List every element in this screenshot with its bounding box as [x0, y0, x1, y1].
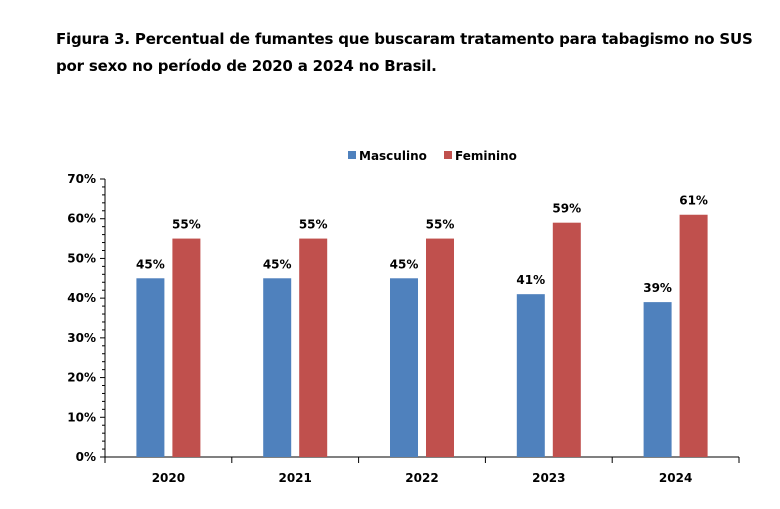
- x-tick-label: 2020: [152, 471, 185, 485]
- data-label: 45%: [136, 257, 165, 271]
- x-tick-label: 2021: [278, 471, 311, 485]
- x-tick-label: 2022: [405, 471, 438, 485]
- bar-masculino-2022: [390, 278, 418, 457]
- bar-masculino-2021: [263, 278, 292, 457]
- data-label: 39%: [643, 281, 672, 295]
- data-label: 45%: [263, 257, 292, 271]
- bar-feminino-2020: [172, 238, 201, 457]
- bar-feminino-2023: [552, 222, 581, 457]
- x-tick-label: 2023: [532, 471, 565, 485]
- bar-feminino-2024: [679, 214, 708, 457]
- x-tick-label: 2024: [659, 471, 692, 485]
- y-tick-label: 60%: [67, 212, 96, 226]
- y-tick-label: 0%: [76, 450, 96, 464]
- legend-label: Feminino: [455, 149, 517, 163]
- data-label: 55%: [426, 218, 455, 232]
- chart-title: Figura 3. Percentual de fumantes que bus…: [56, 30, 753, 75]
- data-label: 61%: [679, 194, 708, 208]
- bar-masculino-2020: [136, 278, 165, 457]
- y-tick-label: 40%: [67, 291, 96, 305]
- data-label: 55%: [172, 218, 201, 232]
- legend-label: Masculino: [359, 149, 427, 163]
- data-label: 59%: [552, 202, 581, 216]
- y-tick-label: 20%: [67, 371, 96, 385]
- bar-masculino-2024: [643, 302, 672, 457]
- y-tick-label: 10%: [67, 410, 96, 424]
- bar-feminino-2022: [426, 238, 454, 457]
- legend-swatch-feminino: [444, 151, 452, 159]
- y-tick-label: 70%: [67, 172, 96, 186]
- y-tick-label: 50%: [67, 251, 96, 265]
- data-label: 45%: [390, 257, 419, 271]
- bar-masculino-2023: [516, 294, 545, 457]
- data-label: 41%: [516, 273, 545, 287]
- legend-swatch-masculino: [348, 151, 356, 159]
- y-tick-label: 30%: [67, 331, 96, 345]
- data-label: 55%: [299, 218, 328, 232]
- bar-feminino-2021: [299, 238, 328, 457]
